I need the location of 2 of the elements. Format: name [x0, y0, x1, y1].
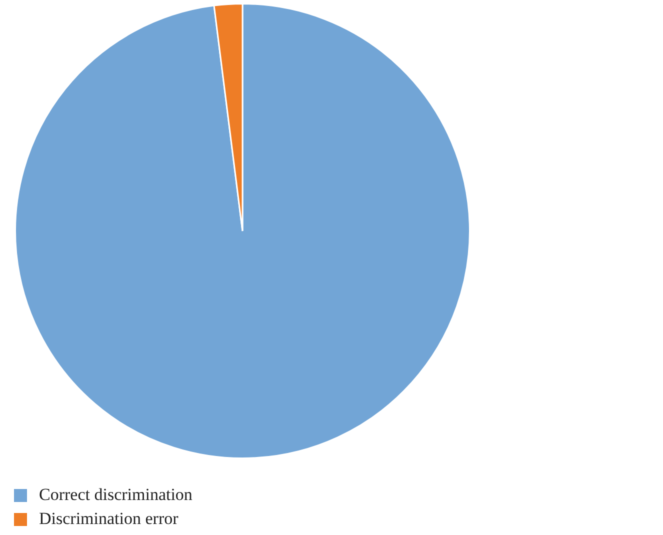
- legend-label: Correct discrimination: [39, 485, 192, 505]
- legend-label: Discrimination error: [39, 509, 178, 529]
